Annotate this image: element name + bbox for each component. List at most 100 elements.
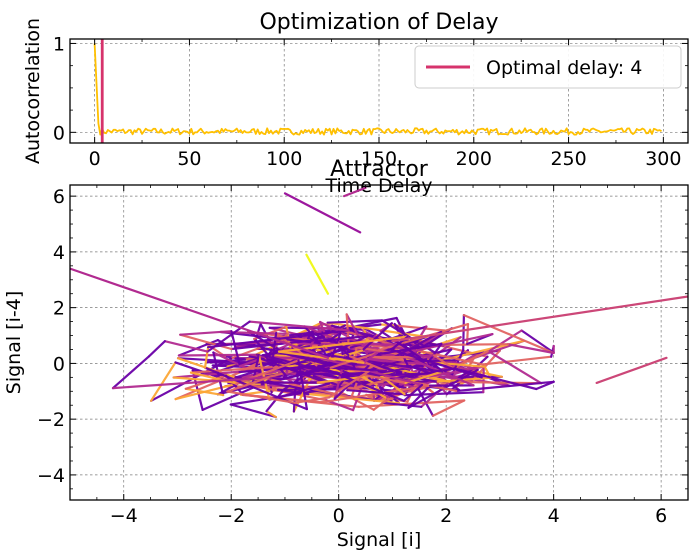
trajectory-segment	[277, 350, 365, 364]
trajectory-segment	[189, 365, 273, 374]
trajectory-segment	[466, 323, 470, 346]
trajectory-segment	[320, 384, 432, 404]
trajectory-segment	[403, 391, 485, 397]
autocorrelation-xlabel: Time Delay	[324, 175, 432, 197]
trajectory-segment	[224, 374, 245, 396]
attractor-title: Attractor	[330, 157, 429, 182]
autocorrelation-series	[93, 39, 662, 143]
x-tick-label: 50	[177, 148, 201, 170]
trajectory-segment	[247, 330, 401, 355]
trajectory-segment	[433, 354, 455, 370]
trajectory-segment	[361, 322, 393, 352]
y-tick-label: 4	[53, 242, 65, 264]
trajectory-segment	[189, 371, 238, 385]
trajectory-segment	[342, 186, 367, 198]
trajectory-segment	[147, 340, 166, 358]
trajectory-segment	[462, 314, 555, 355]
y-tick-label: −2	[37, 409, 65, 431]
trajectory-segment	[520, 329, 555, 354]
trajectory-segment	[226, 390, 297, 404]
trajectory-segment	[179, 330, 233, 336]
trajectory-segment	[402, 383, 424, 402]
trajectory-segment	[230, 339, 315, 351]
trajectory-segment	[325, 399, 355, 412]
trajectory-segment	[283, 192, 362, 234]
trajectory-segment	[265, 410, 277, 419]
trajectory-segment	[326, 319, 384, 324]
trajectory-segment	[379, 329, 422, 359]
x-tick-label: 150	[361, 148, 397, 170]
trajectory-segment	[506, 343, 555, 355]
trajectory-segment	[184, 387, 225, 397]
trajectory-segment	[329, 351, 378, 369]
legend-box	[414, 45, 682, 89]
trajectory-segment	[414, 348, 485, 366]
attractor-grid	[70, 185, 688, 500]
trajectory-segment	[487, 350, 543, 385]
trajectory-segment	[595, 356, 668, 385]
x-tick-label: 2	[440, 505, 452, 527]
trajectory-segment	[364, 374, 407, 385]
attractor-ylabel: Signal [i-4]	[3, 291, 25, 394]
trajectory-segment	[274, 323, 382, 339]
attractor-frame	[69, 184, 689, 501]
autocorrelation-ylabel: Autocorrelation	[22, 18, 44, 164]
trajectory-segment	[440, 343, 509, 346]
trajectory-segment	[226, 376, 270, 393]
autocorrelation-panel: 0 50 100 150 200 250 300 0 1 Optimal delay: 4 Op…	[22, 10, 689, 197]
legend: Optimal delay: 4	[414, 45, 682, 89]
y-tick-label: 0	[53, 122, 65, 144]
y-tick-label: 6	[53, 186, 65, 208]
trajectory-segment	[407, 384, 432, 409]
trajectory-segment	[240, 386, 301, 396]
x-tick-label: 0	[333, 505, 345, 527]
trajectory-segment	[362, 351, 378, 364]
trajectory-segment	[261, 354, 318, 370]
attractor-trajectory	[70, 186, 688, 419]
trajectory-segment	[294, 396, 331, 404]
trajectory-segment	[179, 333, 233, 351]
y-tick-label: 2	[53, 298, 65, 320]
trajectory-segment	[303, 325, 332, 339]
x-tick-label: 100	[266, 148, 302, 170]
trajectory-segment	[111, 376, 270, 390]
x-tick-label: −4	[110, 505, 138, 527]
trajectory-segment	[305, 253, 330, 295]
trajectory-segment	[327, 370, 370, 399]
trajectory-segment	[230, 330, 242, 368]
trajectory-segment	[207, 329, 350, 349]
y-tick-label: 0	[53, 353, 65, 375]
y-tick-label: −4	[37, 465, 65, 487]
trajectory-segment	[389, 348, 483, 379]
trajectory-segment	[292, 389, 297, 413]
trajectory-segment	[150, 361, 177, 402]
trajectory-segment	[455, 380, 555, 393]
legend-entry: Optimal delay: 4	[486, 57, 642, 79]
trajectory-segment	[248, 320, 350, 332]
x-tick-label: 200	[456, 148, 492, 170]
trajectory-segment	[283, 347, 387, 365]
attractor-panel: −4 −2 0 2 4 6 −4 −2 0 2 4 6 Signal [i] Signal [i-4]…	[3, 157, 689, 551]
trajectory-segment	[346, 378, 390, 392]
trajectory-segment	[346, 389, 406, 396]
trajectory-segment	[315, 364, 405, 402]
trajectory-segment	[431, 399, 466, 417]
trajectory-segment	[70, 267, 330, 359]
y-tick-label: 1	[53, 33, 65, 55]
trajectory-segment	[329, 366, 388, 373]
trajectory-segment	[163, 340, 209, 353]
trajectory-segment	[244, 383, 328, 402]
trajectory-segment	[206, 320, 251, 353]
trajectory-segment	[295, 371, 403, 376]
attractor-ticks: −4 −2 0 2 4 6 −4 −2 0 2 4 6	[37, 185, 689, 527]
trajectory-segment	[398, 333, 494, 356]
trajectory-segment	[384, 362, 444, 373]
x-tick-label: 4	[548, 505, 560, 527]
trajectory-segment	[111, 355, 150, 390]
trajectory-segment	[381, 401, 423, 408]
x-tick-label: 300	[645, 148, 681, 170]
trajectory-segment	[482, 355, 553, 366]
trajectory-segment	[229, 403, 277, 419]
trajectory-segment	[387, 367, 455, 381]
